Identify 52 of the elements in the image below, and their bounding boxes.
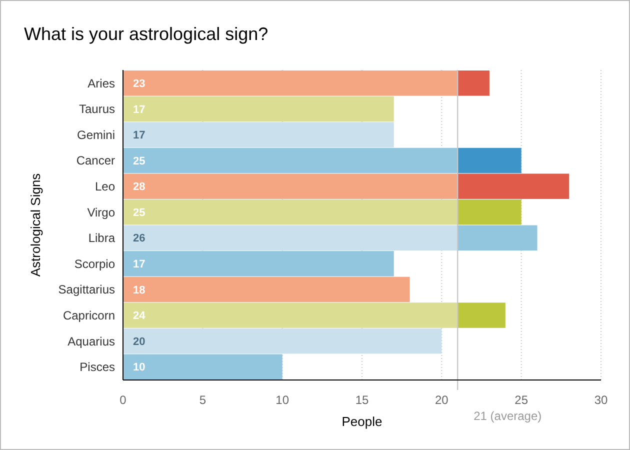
total-label: 23: [133, 78, 146, 90]
x-tick-label: 0: [120, 393, 127, 407]
bar: [123, 354, 282, 380]
y-tick-label: Virgo: [87, 205, 116, 220]
y-tick-label: Cancer: [76, 154, 115, 168]
bar: [123, 225, 458, 251]
total-label: 17: [133, 258, 146, 271]
x-tick-label: 30: [594, 393, 608, 407]
x-tick-label: 20: [434, 393, 449, 407]
ref-line-label: 21 (average): [474, 409, 542, 423]
total-label: 18: [133, 284, 146, 296]
total-label: 20: [133, 336, 146, 348]
total-label: 25: [133, 206, 146, 219]
y-tick-label: Taurus: [78, 102, 115, 116]
bar: [123, 96, 394, 122]
bar: [123, 328, 442, 354]
bar: [123, 276, 410, 302]
bar: [123, 174, 458, 199]
y-tick-label: Aries: [88, 76, 115, 90]
total-label: 17: [133, 104, 146, 116]
bar: [123, 122, 394, 148]
bar: [458, 199, 522, 225]
bar: [123, 199, 458, 225]
y-tick-label: Sagittarius: [58, 282, 115, 297]
chart-title: What is your astrological sign?: [24, 24, 268, 44]
bar: [123, 251, 394, 276]
y-tick-label: Gemini: [76, 128, 115, 142]
y-tick-label: Aquarius: [68, 334, 115, 348]
y-tick-label: Libra: [88, 231, 116, 246]
bar: [458, 148, 522, 174]
y-axis-title: Astrological Signs: [28, 172, 43, 277]
bar: [458, 70, 490, 96]
total-label: 26: [133, 232, 146, 245]
bar: [123, 148, 458, 174]
y-tick-label: Capricorn: [62, 308, 115, 322]
total-label: 25: [133, 155, 146, 168]
x-axis-title: People: [342, 414, 382, 429]
x-tick-label: 10: [276, 393, 290, 407]
total-label: 17: [133, 130, 146, 142]
x-tick-label: 25: [514, 393, 528, 407]
y-tick-label: Leo: [94, 180, 116, 194]
x-tick-label: 15: [355, 393, 369, 407]
bar: [458, 302, 506, 328]
bar: [123, 70, 458, 96]
total-label: 24: [133, 310, 146, 322]
y-tick-label: Pisces: [80, 360, 115, 374]
bar: [123, 302, 458, 328]
total-label: 28: [133, 181, 146, 194]
total-label: 10: [133, 362, 146, 374]
y-tick-label: Scorpio: [74, 256, 116, 271]
bar: [458, 174, 570, 199]
x-tick-label: 5: [199, 393, 206, 407]
